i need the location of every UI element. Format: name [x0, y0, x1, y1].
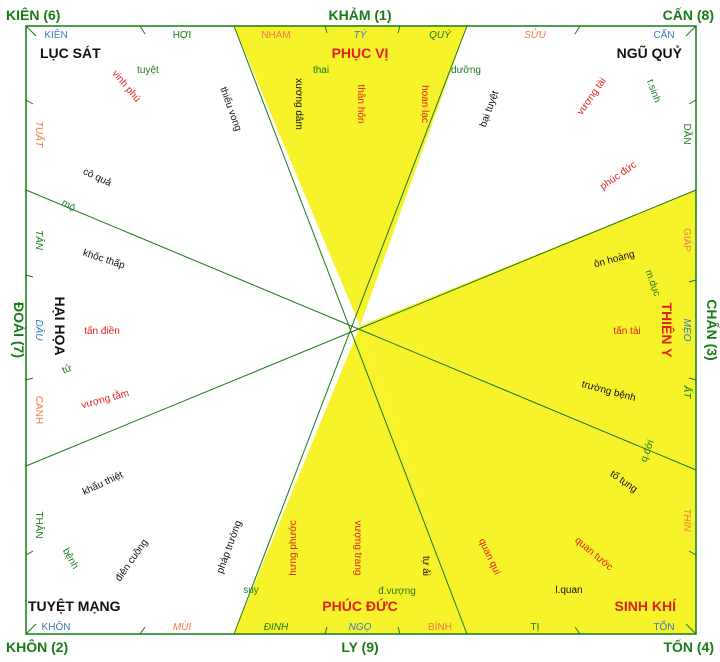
mountain-right-giap: GIÁP [681, 228, 694, 252]
sector-phuc-vi-fill [234, 26, 467, 326]
star-l-quan: l.quan [555, 585, 582, 596]
mountain-bottom-dinh: ĐINH [264, 622, 289, 633]
mountain-right-at: ẤT [681, 385, 694, 400]
sector-phuc-duc: PHÚC ĐỨC [322, 597, 397, 614]
star-tu: tử [60, 362, 73, 377]
sector-sinh-khi: SINH KHÍ [615, 598, 678, 614]
mountain-bottom-ngo: NGỌ [349, 622, 372, 633]
star-duong: dưỡng [451, 65, 481, 76]
star-thai: thai [313, 65, 329, 76]
direction-kien: KIÊN (6) [6, 6, 60, 23]
mountain-bottom-binh: BÍNH [428, 620, 452, 633]
sector-luc-sat: LỤC SÁT [40, 45, 101, 61]
star-tan-tai: tấn tài [613, 325, 640, 337]
mountain-top-ty: TÝ [354, 28, 368, 41]
mountain-right-dan: DẦN [681, 123, 694, 144]
direction-khon: KHÔN (2) [6, 638, 68, 655]
mountain-left-than: THÂN [33, 511, 46, 538]
sector-sinh-khi-fill [360, 326, 696, 634]
star-vuong-trang: vượng trang [352, 521, 363, 576]
direction-ton: TỐN (4) [663, 638, 714, 655]
sector-thien-y-fill [360, 190, 696, 470]
star-xuong-dam: xương dâm [293, 78, 304, 130]
sector-phuc-duc-fill [234, 326, 467, 634]
sector-hai-hoa: HẠI HỌA [52, 296, 68, 355]
sector-phuc-vi: PHỤC VỊ [332, 45, 389, 61]
star-d-vuong: đ.vượng [378, 586, 416, 597]
sector-thien-y: THIÊN Y [659, 303, 676, 359]
direction-kham: KHẢM (1) [329, 7, 392, 23]
sector-ngu-quy: NGŨ QUỶ [617, 44, 683, 61]
mountain-top-suu: SỬU [524, 28, 547, 41]
star-tan-dien: tấn điền [84, 325, 120, 337]
mountain-top-kien: KIÊN [44, 28, 67, 41]
direction-ly: LY (9) [341, 639, 378, 655]
direction-doai: ĐOÀI (7) [11, 302, 27, 358]
star-than-hon: thân hôn [355, 85, 366, 124]
star-suy: suy [243, 585, 259, 596]
star-hung-phuoc: hưng phước [288, 520, 299, 576]
mountain-right-meo: MẸO [681, 319, 692, 342]
mountain-bottom-ton: TỐN [653, 619, 674, 633]
mountain-bottom-mui: MÙI [173, 620, 192, 633]
mountain-top-quy: QUÝ [429, 28, 452, 41]
outer-frame [25, 25, 697, 635]
sector-tuyet-mang: TUYỆT MẠNG [28, 597, 121, 614]
mountain-bottom-ti: TỊ [531, 622, 540, 633]
star-hoan-lac: hoan lạc [419, 85, 430, 123]
mountain-top-hoi: HỢI [173, 30, 192, 41]
direction-can: CẤN (8) [663, 7, 714, 23]
sector-lines [25, 25, 697, 635]
mountain-right-thin: THÌN [681, 508, 694, 532]
star-tuyet: tuyệt [137, 65, 159, 76]
mountain-left-tan: TÂN [33, 230, 46, 251]
star-tu-ai: tự ải [420, 556, 431, 576]
frame-ticks [25, 25, 697, 635]
direction-chan: CHẤN (3) [704, 299, 720, 360]
mountain-left-tuat: TUẤT [33, 121, 46, 148]
mountain-bottom-khon: KHÔN [42, 620, 71, 633]
mountain-top-can: CẤN [653, 28, 674, 41]
mountain-left-canh: CANH [33, 396, 44, 424]
mountain-left-dau: DẬU [33, 319, 46, 341]
mountain-top-nham: NHAM [261, 30, 290, 41]
